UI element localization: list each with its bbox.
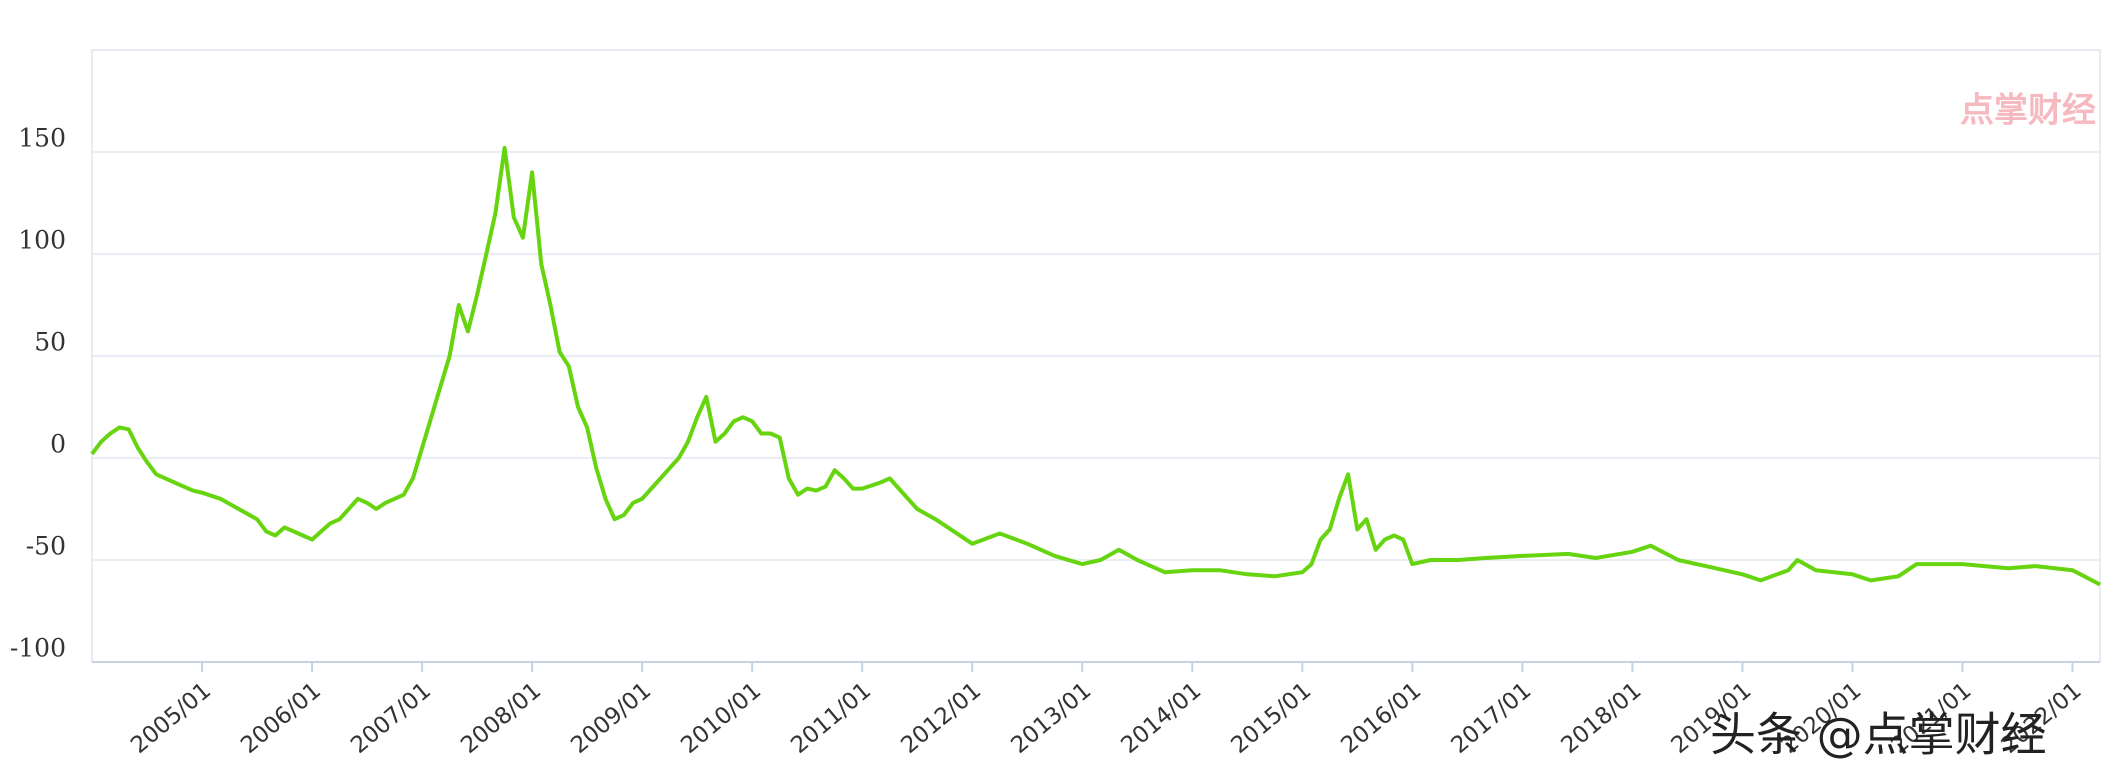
source-watermark: 头条 @点掌财经 xyxy=(1710,708,2047,762)
x-tick-label: 2015/01 xyxy=(1226,678,1316,759)
logo-watermark: 点掌财经 xyxy=(1960,91,2096,131)
x-tick-label: 2007/01 xyxy=(346,678,436,759)
x-tick-label: 2012/01 xyxy=(896,678,986,759)
x-tick-label: 2017/01 xyxy=(1446,678,1536,759)
x-tick-label: 2011/01 xyxy=(786,678,876,759)
y-tick-label: -50 xyxy=(26,532,66,561)
data-line xyxy=(90,145,2101,587)
x-tick-label: 2014/01 xyxy=(1116,678,1206,759)
x-tick-label: 2013/01 xyxy=(1006,678,1096,759)
x-tick-label: 2010/01 xyxy=(676,678,766,759)
x-tick-label: 2016/01 xyxy=(1336,678,1426,759)
y-tick-label: 100 xyxy=(18,226,66,255)
y-tick-label: 0 xyxy=(50,430,66,459)
x-tick-label: 2006/01 xyxy=(236,678,326,759)
y-tick-label: 50 xyxy=(34,328,66,357)
x-tick-label: 2018/01 xyxy=(1557,678,1647,759)
x-tick-label: 2009/01 xyxy=(566,678,656,759)
y-tick-label: 150 xyxy=(18,124,66,153)
y-tick-label: -100 xyxy=(10,634,66,663)
x-tick-label: 2008/01 xyxy=(456,678,546,759)
x-tick-label: 2005/01 xyxy=(126,678,216,759)
